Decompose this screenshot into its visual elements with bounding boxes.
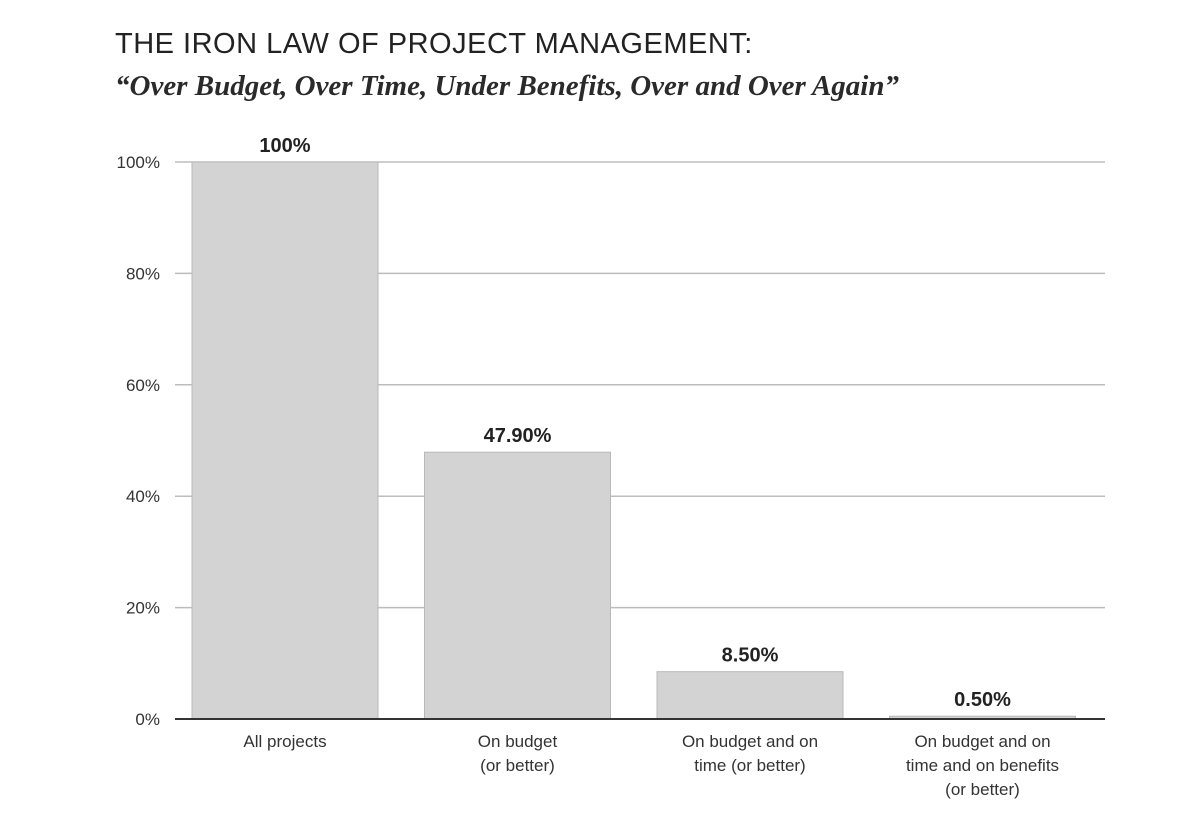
category-label: On budget — [478, 732, 558, 751]
bar — [191, 161, 379, 720]
bar — [424, 451, 611, 720]
category-label: (or better) — [945, 780, 1020, 799]
y-tick-label: 20% — [126, 599, 160, 618]
data-label: 100% — [259, 135, 310, 157]
y-tick-label: 100% — [117, 153, 160, 172]
category-label: time and on benefits — [906, 756, 1059, 775]
category-label: On budget and on — [914, 732, 1050, 751]
data-label: 0.50% — [954, 689, 1011, 711]
bar — [656, 671, 844, 720]
category-label: time (or better) — [694, 756, 805, 775]
data-label: 47.90% — [484, 425, 552, 447]
y-tick-label: 80% — [126, 264, 160, 283]
y-tick-label: 40% — [126, 487, 160, 506]
chart-title: THE IRON LAW OF PROJECT MANAGEMENT: — [115, 28, 753, 60]
category-label: (or better) — [480, 756, 555, 775]
y-tick-label: 0% — [135, 710, 160, 729]
chart-subtitle: “Over Budget, Over Time, Under Benefits,… — [115, 70, 899, 102]
category-label: On budget and on — [682, 732, 818, 751]
y-tick-label: 60% — [126, 376, 160, 395]
category-label: All projects — [243, 732, 326, 751]
data-label: 8.50% — [722, 645, 779, 667]
